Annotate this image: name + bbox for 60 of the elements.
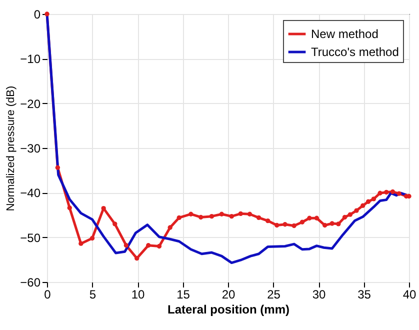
point — [209, 214, 214, 219]
point — [348, 212, 353, 217]
y-tick-label: −50 — [20, 230, 41, 245]
y-tick-label: −10 — [20, 52, 41, 66]
point — [396, 191, 402, 196]
point — [354, 208, 359, 213]
point — [342, 214, 348, 220]
point — [176, 215, 182, 220]
point — [219, 212, 224, 216]
y-tick-label: −30 — [20, 142, 41, 156]
point — [300, 220, 305, 224]
point — [330, 221, 334, 226]
point — [168, 225, 172, 230]
point — [274, 222, 280, 228]
point — [90, 236, 95, 241]
point — [247, 212, 252, 216]
point — [384, 190, 389, 195]
x-axis-title: Lateral position (mm) — [167, 302, 290, 316]
point — [238, 211, 244, 216]
y-tick-label: −20 — [20, 96, 41, 111]
point — [314, 216, 320, 220]
x-tick-label: 40 — [402, 288, 416, 302]
y-tick-label: 0 — [34, 8, 41, 22]
point — [336, 222, 341, 226]
point — [67, 206, 72, 210]
x-tick-label: 15 — [176, 288, 190, 302]
point — [265, 218, 270, 224]
y-axis-title: Normalized pressure (dB) — [5, 86, 18, 212]
point — [188, 212, 194, 216]
x-tick-label: 20 — [222, 288, 236, 302]
point — [378, 190, 382, 196]
point — [78, 241, 84, 246]
point — [371, 196, 376, 202]
y-tick-label: −40 — [20, 186, 41, 200]
point — [124, 243, 129, 248]
x-tick-label: 10 — [131, 288, 145, 302]
point — [307, 216, 312, 220]
x-tick-label: 0 — [44, 288, 52, 302]
x-tick-label: 25 — [267, 288, 281, 302]
x-tick-label: 30 — [312, 288, 326, 302]
legend-label: Trucco's method — [311, 45, 399, 59]
legend-label: New method — [311, 27, 378, 41]
point — [360, 203, 366, 208]
point — [55, 165, 60, 170]
point — [292, 223, 296, 228]
point — [390, 189, 396, 194]
point — [229, 214, 234, 219]
point — [44, 12, 50, 16]
point — [282, 222, 288, 227]
point — [112, 222, 118, 226]
y-tick-label: −60 — [20, 276, 41, 290]
point — [156, 244, 162, 249]
point — [366, 199, 371, 204]
point — [256, 215, 262, 220]
point — [134, 256, 140, 261]
point — [198, 214, 204, 220]
x-tick-label: 35 — [358, 288, 372, 302]
point — [322, 222, 328, 228]
point — [146, 243, 151, 248]
x-tick-label: 5 — [89, 288, 96, 302]
